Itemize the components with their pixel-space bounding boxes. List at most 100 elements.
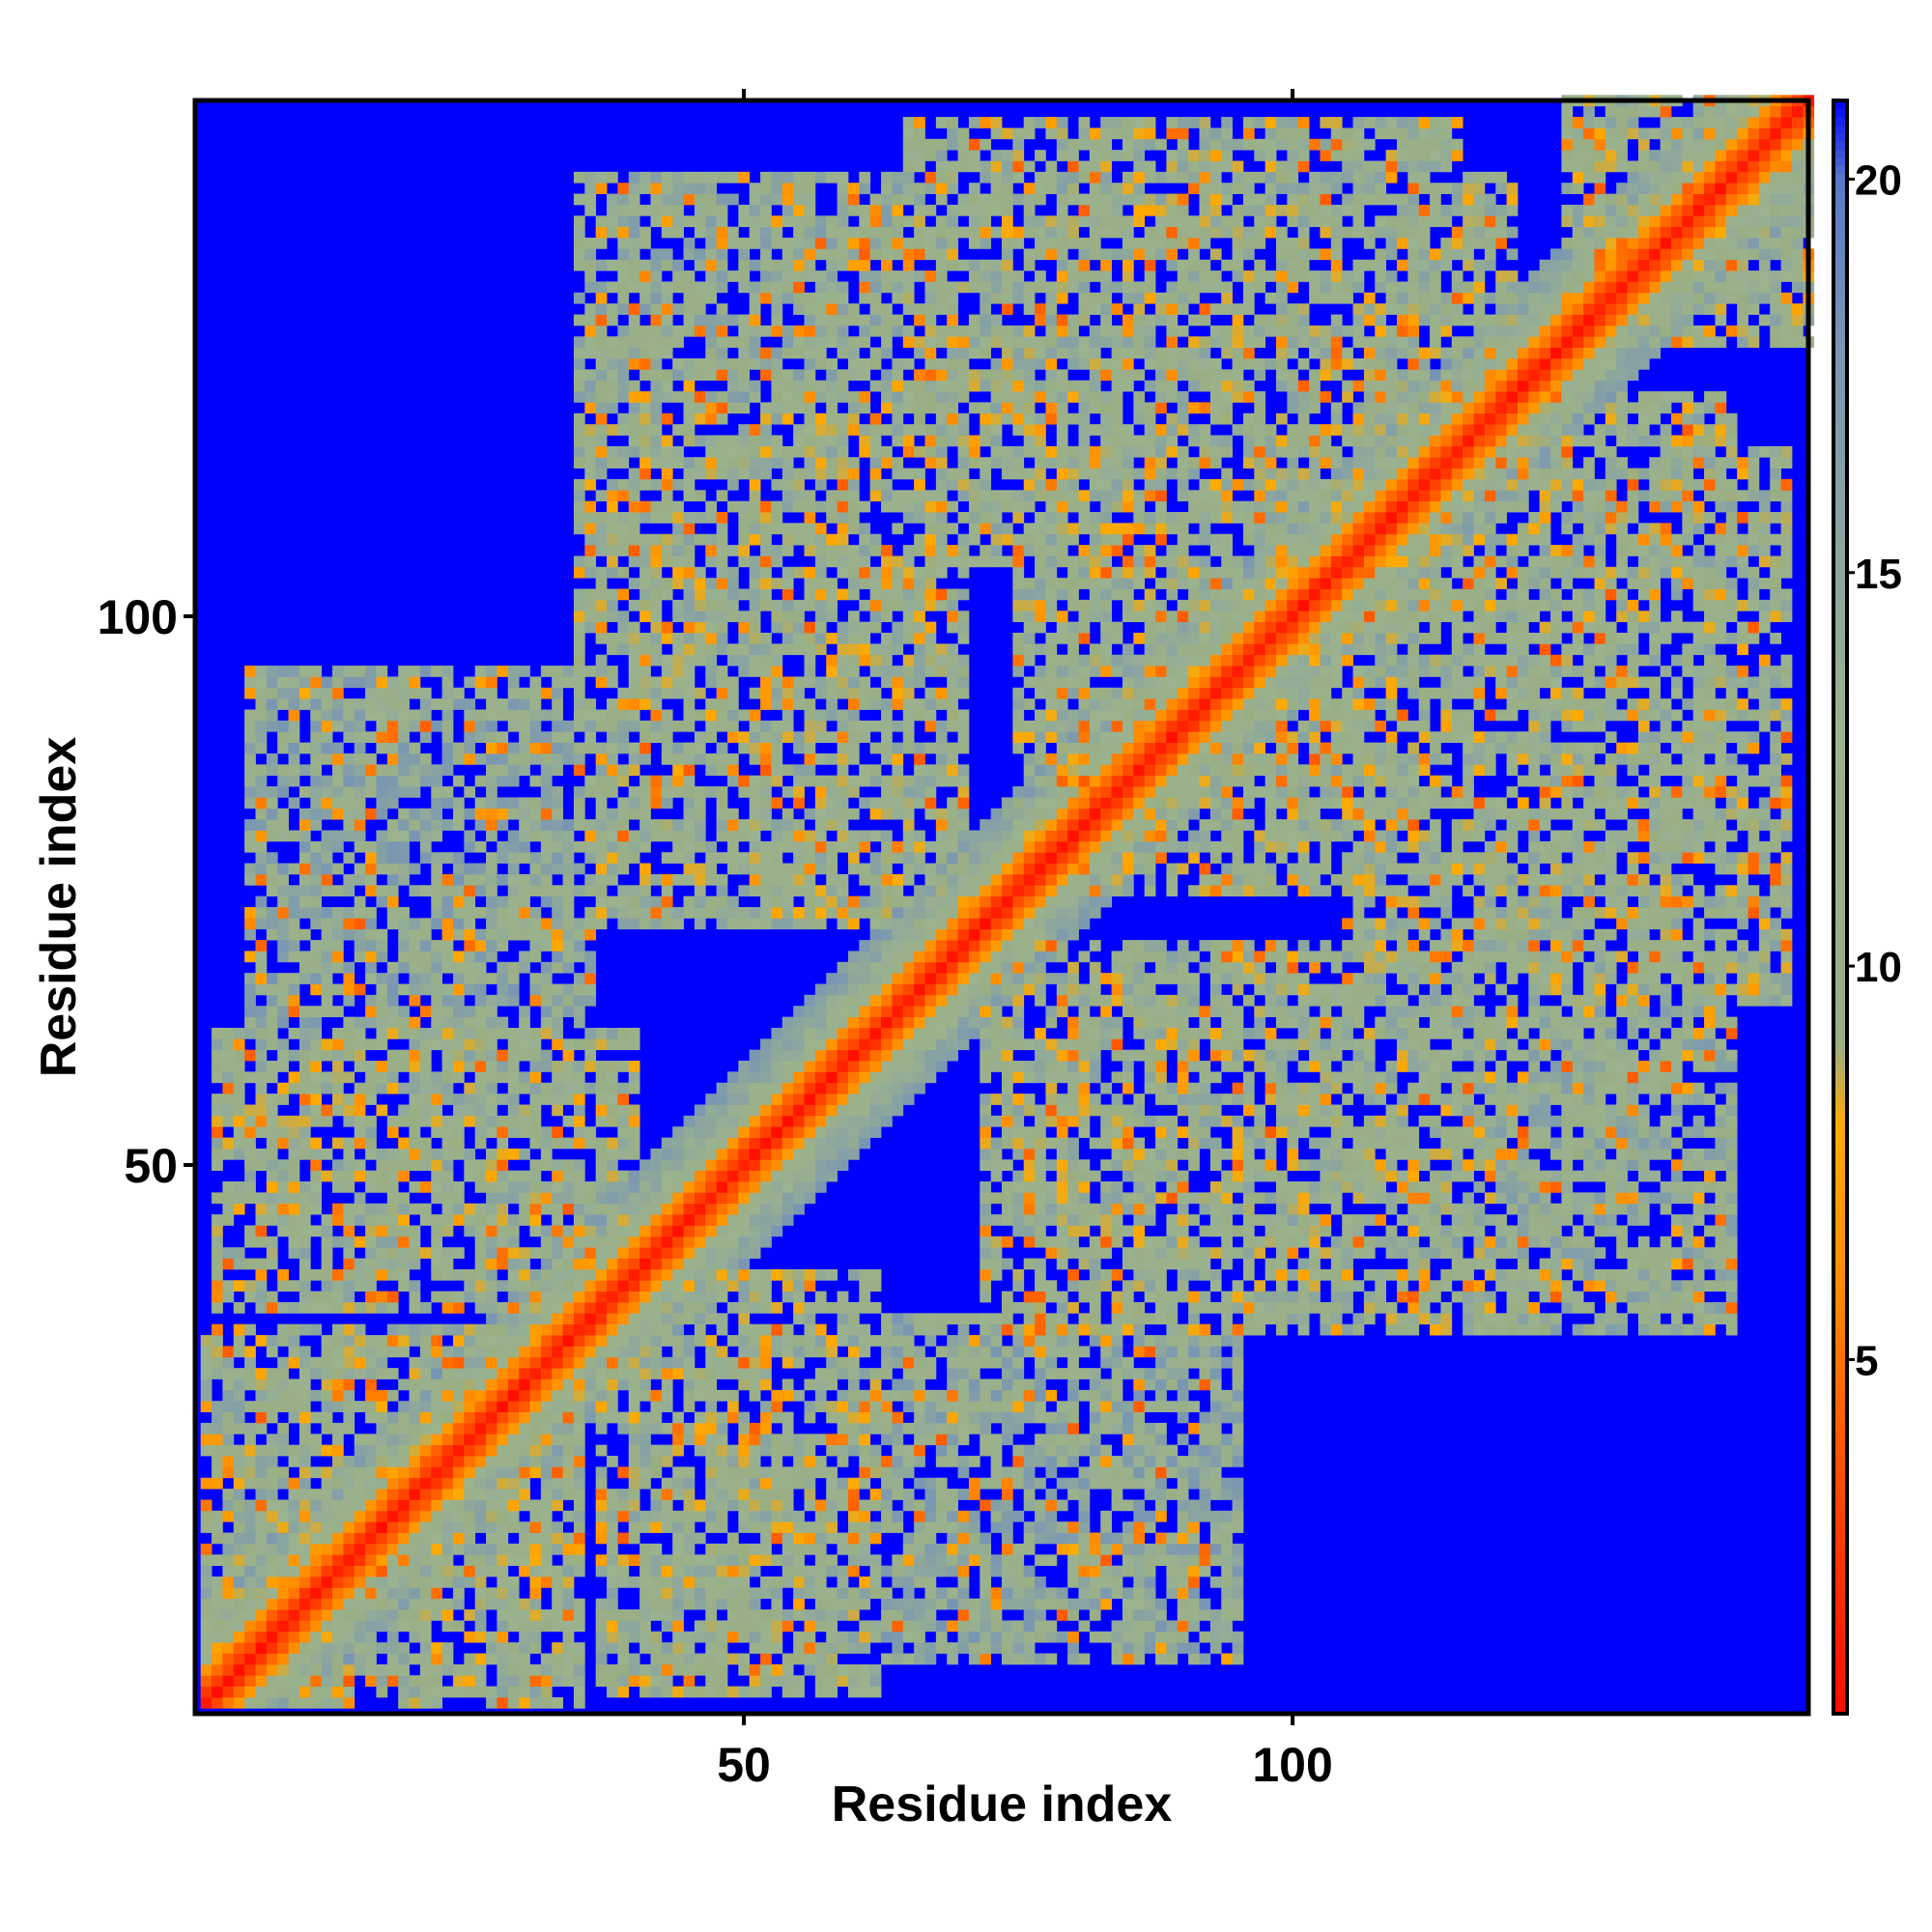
heatmap-cell — [310, 1576, 323, 1588]
heatmap-cell — [760, 753, 772, 765]
heatmap-cell — [298, 1510, 311, 1522]
heatmap-cell — [628, 533, 640, 546]
heatmap-cell — [628, 1236, 640, 1248]
heatmap-cell — [738, 314, 751, 327]
heatmap-cell — [705, 1422, 718, 1435]
heatmap-cell — [781, 1082, 794, 1094]
heatmap-cell — [474, 1214, 487, 1226]
heatmap-cell — [814, 412, 827, 425]
heatmap-cell — [738, 259, 751, 271]
heatmap-cell — [321, 687, 333, 699]
heatmap-cell — [694, 1631, 706, 1643]
heatmap-cell — [760, 1038, 772, 1051]
heatmap-cell — [540, 973, 553, 984]
heatmap-cell — [781, 611, 794, 623]
heatmap-cell — [771, 666, 783, 677]
heatmap-cell — [474, 1181, 487, 1193]
heatmap-cell — [343, 1027, 355, 1039]
heatmap-cell — [595, 621, 608, 634]
heatmap-cell — [826, 1356, 838, 1369]
heatmap-cell — [628, 1061, 640, 1072]
heatmap-cell — [474, 1444, 487, 1457]
heatmap-cell — [760, 226, 772, 239]
heatmap-cell — [552, 1444, 563, 1457]
heatmap-cell — [694, 468, 706, 480]
heatmap-cell — [628, 907, 640, 919]
heatmap-cell — [431, 885, 443, 897]
heatmap-cell — [781, 1653, 794, 1665]
heatmap-cell — [573, 1016, 585, 1029]
heatmap-cell — [441, 1532, 454, 1545]
heatmap-cell — [793, 1137, 805, 1150]
heatmap-cell — [771, 1323, 783, 1336]
heatmap-cell — [694, 391, 706, 403]
heatmap-cell — [266, 1006, 278, 1017]
heatmap-cell — [255, 1148, 268, 1160]
heatmap-cell — [683, 1663, 696, 1676]
heatmap-cell — [419, 940, 432, 952]
heatmap-cell — [519, 1104, 530, 1117]
heatmap-cell — [343, 1247, 355, 1259]
heatmap-cell — [814, 1543, 827, 1555]
heatmap-cell — [419, 983, 432, 996]
heatmap-cell — [793, 215, 805, 228]
heatmap-cell — [255, 709, 268, 722]
heatmap-cell — [552, 951, 563, 963]
heatmap-cell — [441, 1598, 454, 1610]
heatmap-cell — [497, 994, 509, 1007]
heatmap-cell — [486, 1061, 497, 1072]
heatmap-cell — [573, 1159, 585, 1172]
heatmap-cell — [255, 1389, 268, 1402]
heatmap-cell — [266, 1434, 278, 1446]
heatmap-cell — [716, 215, 728, 228]
heatmap-cell — [617, 347, 630, 359]
heatmap-cell — [332, 885, 344, 897]
heatmap-cell — [661, 1598, 673, 1610]
heatmap-cell — [694, 611, 706, 623]
heatmap-cell — [288, 973, 300, 984]
heatmap-cell — [298, 1521, 311, 1533]
heatmap-cell — [749, 424, 761, 436]
heatmap-cell — [672, 512, 684, 524]
heatmap-cell — [826, 281, 838, 294]
heatmap-cell — [683, 1368, 696, 1379]
heatmap-cell — [694, 687, 706, 699]
heatmap-cell — [519, 1280, 530, 1293]
heatmap-cell — [705, 895, 718, 908]
heatmap-cell — [573, 1313, 585, 1325]
heatmap-cell — [244, 1159, 256, 1172]
heatmap-cell — [365, 1115, 377, 1127]
heatmap-cell — [354, 1565, 366, 1577]
heatmap-cell — [552, 840, 563, 853]
heatmap-cell — [464, 1686, 476, 1698]
heatmap-cell — [781, 1094, 794, 1105]
heatmap-cell — [628, 1301, 640, 1314]
heatmap-cell — [365, 1203, 377, 1215]
heatmap-cell — [266, 808, 278, 820]
heatmap-cell — [255, 1214, 268, 1226]
heatmap-cell — [343, 1532, 355, 1545]
heatmap-cell — [738, 666, 751, 677]
heatmap-cell — [705, 1115, 718, 1127]
heatmap-cell — [584, 720, 597, 732]
heatmap-cell — [760, 468, 772, 480]
heatmap-cell — [781, 1214, 794, 1226]
heatmap-cell — [683, 1225, 696, 1237]
heatmap-cell — [321, 1071, 333, 1084]
heatmap-cell — [298, 1598, 311, 1610]
heatmap-cell — [771, 226, 783, 239]
heatmap-cell — [497, 928, 509, 941]
heatmap-cell — [519, 1148, 530, 1160]
heatmap-cell — [617, 742, 630, 754]
heatmap-cell — [705, 1203, 718, 1215]
heatmap-cell — [321, 753, 333, 765]
heatmap-cell — [298, 840, 311, 853]
heatmap-cell — [277, 1631, 289, 1643]
heatmap-cell — [650, 1422, 663, 1435]
heatmap-cell — [321, 873, 333, 886]
heatmap-cell — [716, 786, 728, 798]
heatmap-cell — [749, 1346, 761, 1358]
heatmap-cell — [694, 457, 706, 469]
heatmap-cell — [255, 1642, 268, 1654]
heatmap-cell — [749, 907, 761, 919]
